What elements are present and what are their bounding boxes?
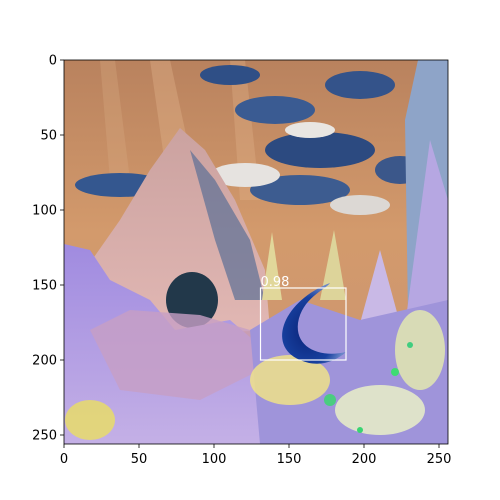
y-tick-label: 0 bbox=[49, 54, 57, 69]
foliage-pink bbox=[90, 310, 260, 400]
crescent-moon bbox=[282, 283, 346, 364]
speckles bbox=[65, 310, 445, 440]
detection-box bbox=[259, 287, 347, 361]
y-tick-label: 250 bbox=[32, 429, 57, 444]
x-tick-label: 200 bbox=[352, 452, 377, 467]
y-tick-label: 100 bbox=[32, 204, 57, 219]
detection-score-label: 0.98 bbox=[261, 275, 290, 290]
y-axis: 0 50 100 150 200 250 bbox=[32, 54, 64, 444]
clouds bbox=[75, 65, 425, 215]
y-tick-label: 50 bbox=[40, 129, 57, 144]
mountain-shadow bbox=[190, 150, 265, 300]
x-tick-label: 150 bbox=[277, 452, 302, 467]
x-tick-label: 50 bbox=[131, 452, 148, 467]
axes-frame bbox=[63, 59, 449, 445]
x-tick-label: 100 bbox=[202, 452, 227, 467]
photo-area bbox=[64, 60, 448, 444]
x-tick-label: 250 bbox=[427, 452, 452, 467]
x-axis: 0 50 100 150 200 250 bbox=[60, 444, 452, 467]
y-tick-label: 200 bbox=[32, 354, 57, 369]
x-tick-label: 0 bbox=[60, 452, 68, 467]
y-tick-label: 150 bbox=[32, 279, 57, 294]
